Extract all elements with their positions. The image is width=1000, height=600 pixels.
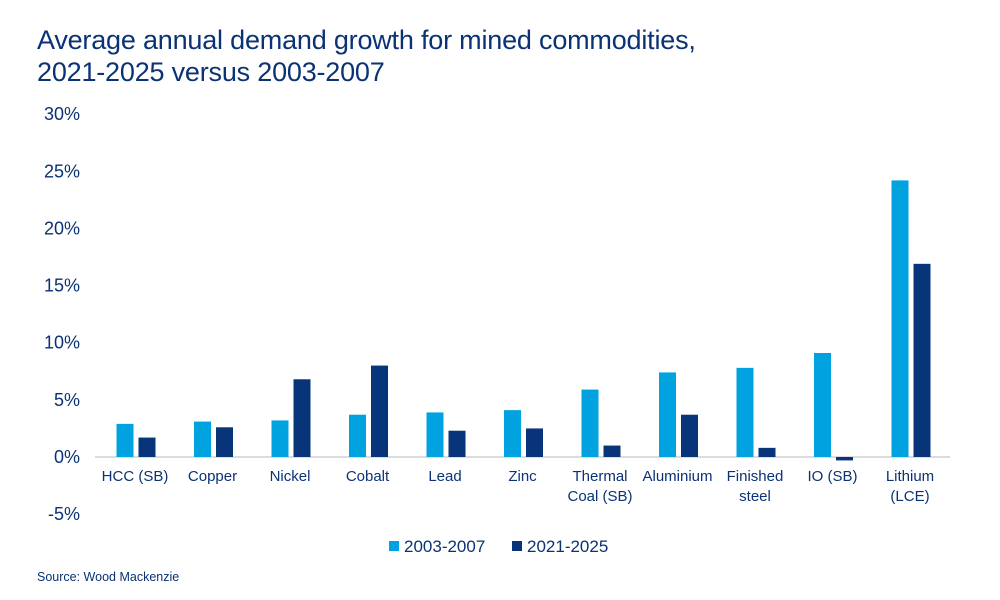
bar-2003-2007 <box>736 367 754 457</box>
y-tick-label: 30% <box>44 104 80 124</box>
legend-label: 2021-2025 <box>527 537 608 556</box>
x-category-label: HCC (SB) <box>102 468 169 485</box>
x-category-label: Coal (SB) <box>567 488 632 505</box>
x-category-label: Copper <box>188 468 237 485</box>
bar-2003-2007 <box>116 423 134 457</box>
bar-2003-2007 <box>271 420 289 457</box>
bar-2021-2025 <box>448 430 466 457</box>
y-tick-label: 20% <box>44 218 80 238</box>
x-category-label: Lithium <box>886 468 934 485</box>
y-tick-label: 5% <box>54 390 80 410</box>
x-category-label: Nickel <box>270 468 311 485</box>
bar-2021-2025 <box>758 447 776 457</box>
bar-2021-2025 <box>526 428 543 457</box>
y-tick-label: 0% <box>54 447 80 467</box>
x-category-label: Finished <box>727 468 784 485</box>
bar-2003-2007 <box>581 389 599 457</box>
legend-swatch <box>389 541 399 551</box>
bar-2003-2007 <box>426 412 444 457</box>
bar-2003-2007 <box>659 372 676 457</box>
chart-title: Average annual demand growth for mined c… <box>37 24 696 88</box>
x-category-label: Aluminium <box>642 468 712 485</box>
bar-2003-2007 <box>349 414 366 457</box>
bar-2021-2025 <box>836 457 853 461</box>
bar-2021-2025 <box>681 414 698 457</box>
y-tick-label: 25% <box>44 161 80 181</box>
x-category-label: Zinc <box>508 468 537 485</box>
legend-swatch <box>512 541 522 551</box>
bar-2021-2025 <box>293 379 311 457</box>
y-tick-label: 15% <box>44 276 80 296</box>
y-tick-label: 10% <box>44 333 80 353</box>
bar-2003-2007 <box>194 421 211 457</box>
x-category-label: IO (SB) <box>807 468 857 485</box>
bar-2003-2007 <box>504 410 521 457</box>
bar-2021-2025 <box>913 263 931 457</box>
x-category-label: Cobalt <box>346 468 390 485</box>
legend-label: 2003-2007 <box>404 537 485 556</box>
y-tick-label: -5% <box>48 504 80 524</box>
bar-2021-2025 <box>138 437 156 457</box>
x-category-label: steel <box>739 488 771 505</box>
chart-title-line-1: Average annual demand growth for mined c… <box>37 25 696 55</box>
bar-2003-2007 <box>891 180 909 458</box>
bar-2021-2025 <box>371 365 388 457</box>
x-category-label: (LCE) <box>890 488 929 505</box>
source-note: Source: Wood Mackenzie <box>37 570 180 584</box>
bar-2003-2007 <box>814 352 831 457</box>
chart-title-line-2: 2021-2025 versus 2003-2007 <box>37 57 385 87</box>
bar-2021-2025 <box>216 427 233 457</box>
x-category-label: Lead <box>428 468 461 485</box>
x-category-label: Thermal <box>572 468 627 485</box>
bar-2021-2025 <box>603 445 621 457</box>
